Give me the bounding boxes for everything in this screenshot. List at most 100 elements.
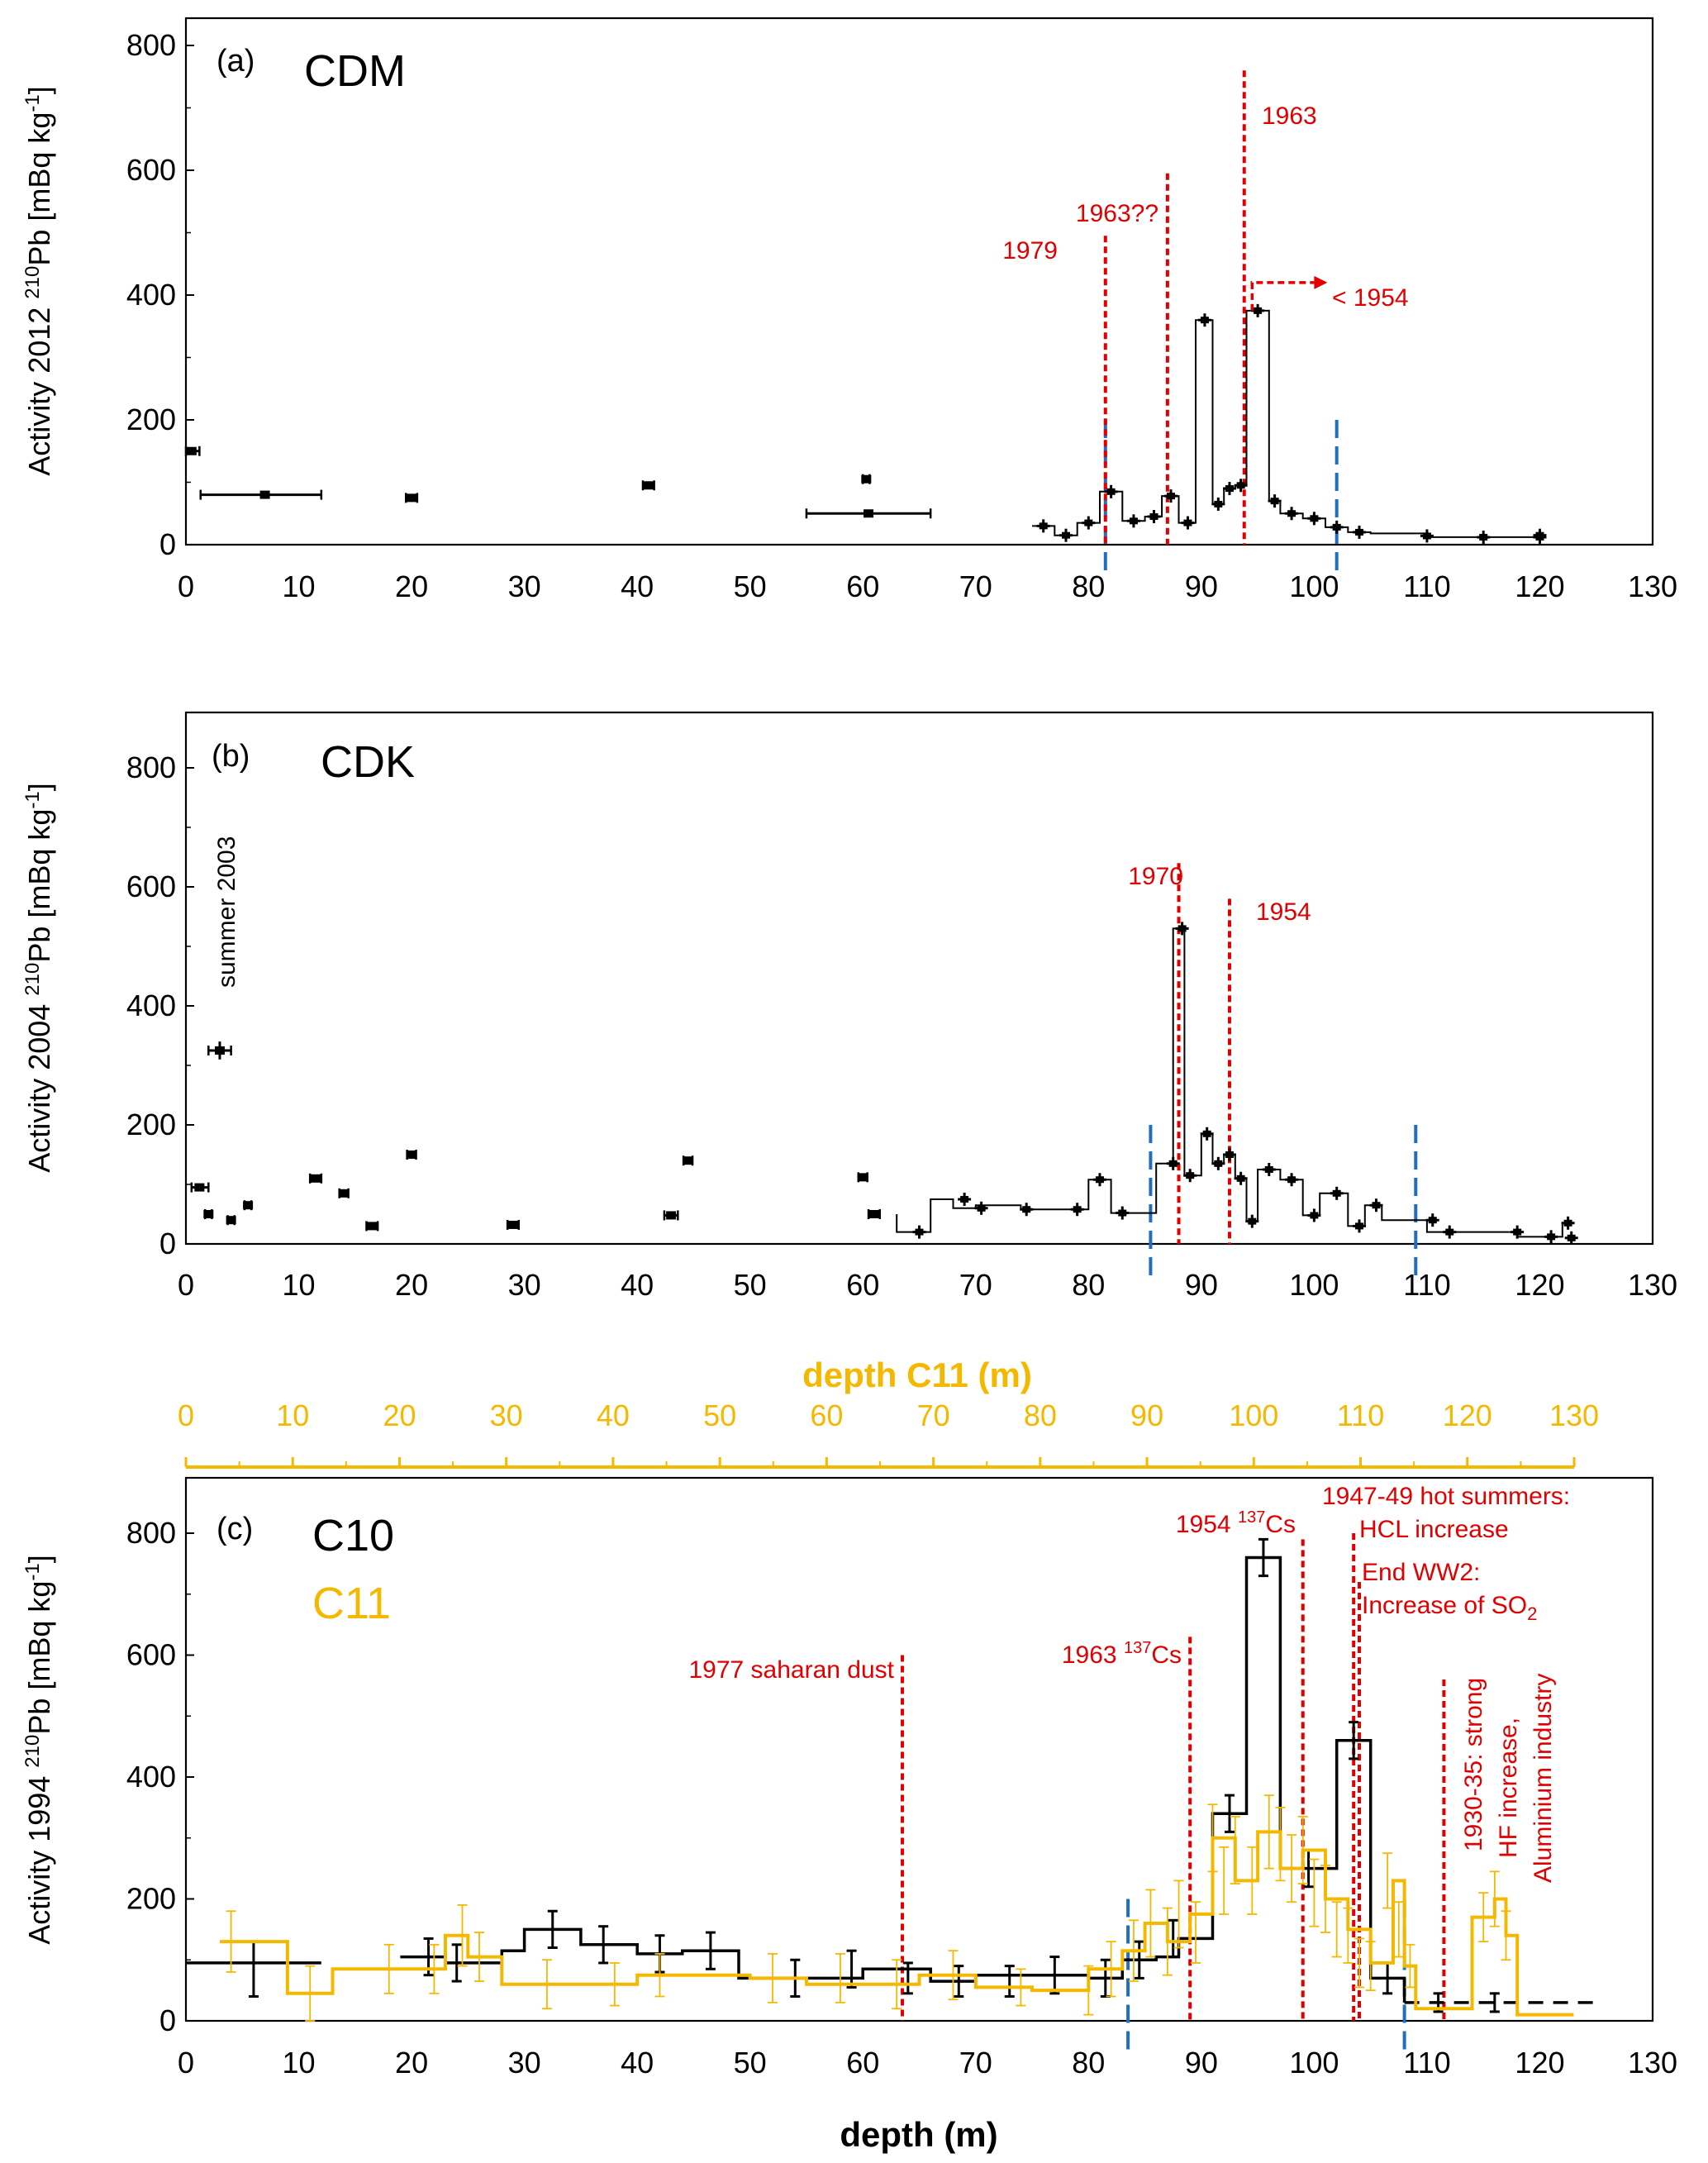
data-point: [1547, 1233, 1556, 1241]
panel-c-x-axis-title: depth (m): [840, 2115, 997, 2154]
data-point: [1225, 1151, 1234, 1158]
y-tick-label: 800: [126, 1516, 176, 1550]
top-x-tick-label: 50: [703, 1398, 736, 1432]
panel-a: 0 200 400 600 800 0 10 20 30 40 50 60 70 80 90 100 110 1…: [21, 17, 1677, 603]
top-x-tick-label: 10: [276, 1398, 309, 1432]
panel-c-annotation-end-ww2-line1: End WW2:: [1362, 1559, 1480, 1586]
top-x-tick-label: 80: [1024, 1398, 1057, 1432]
x-tick-label: 20: [395, 569, 428, 603]
x-tick-label: 120: [1515, 1268, 1564, 1302]
panel-c-x-ticks: 0 10 20 30 40 50 60 70 80 90 100 110 120 130: [178, 2046, 1677, 2080]
x-tick-label: 120: [1515, 2046, 1564, 2080]
x-tick-label: 70: [959, 2046, 992, 2080]
panel-b-x-ticks: 0 10 20 30 40 50 60 70 80 90 100 110 120 130: [178, 1268, 1677, 1302]
data-point: [1214, 500, 1223, 507]
data-point: [1287, 510, 1296, 517]
y-tick-label: 800: [126, 750, 176, 784]
data-point: [186, 446, 197, 455]
x-tick-label: 10: [283, 569, 316, 603]
panel-a-frame: [184, 17, 1654, 546]
panel-c-annotation-saharan-dust: 1977 saharan dust: [688, 1656, 894, 1684]
data-point: [407, 1151, 417, 1159]
x-tick-label: 100: [1289, 1268, 1339, 1302]
x-tick-label: 90: [1185, 569, 1218, 603]
x-tick-label: 0: [178, 1268, 194, 1302]
top-x-tick-label: 30: [490, 1398, 523, 1432]
data-point: [1214, 1160, 1223, 1167]
panel-a-plot: [184, 70, 1547, 576]
legend-c11: C11: [312, 1579, 391, 1628]
x-tick-label: 70: [959, 1268, 992, 1302]
data-point: [666, 1211, 677, 1220]
data-point: [1118, 1209, 1127, 1217]
panel-c-annotation-hot-summers-line2: HCL increase: [1359, 1516, 1509, 1543]
arrow-line: [1250, 281, 1315, 311]
data-point: [1270, 498, 1279, 505]
data-point: [1022, 1206, 1031, 1213]
data-point: [1200, 317, 1209, 324]
data-point: [1513, 1228, 1522, 1236]
x-tick-label: 30: [508, 1268, 541, 1302]
panel-c-annotation-end-ww2-line2: Increase of SO2: [1362, 1592, 1537, 1624]
data-point: [1254, 307, 1263, 314]
x-tick-label: 110: [1403, 1268, 1450, 1302]
data-point: [1310, 515, 1319, 522]
y-tick-label: 0: [159, 1227, 176, 1260]
panel-c-top-x-ticks: 0 10 20 30 40 50 60 70 80 90 100 110 120 130: [178, 1398, 1599, 1469]
data-point: [1563, 1219, 1572, 1227]
data-point: [203, 1210, 214, 1218]
panel-b: 0 200 400 600 800 0 10 20 30 40 50 60 70 80 90 100 110 1…: [21, 711, 1677, 1302]
data-point: [507, 1220, 518, 1229]
x-tick-label: 50: [734, 2046, 767, 2080]
data-point: [858, 1173, 868, 1182]
x-tick-label: 130: [1628, 2046, 1677, 2080]
x-tick-label: 10: [283, 2046, 316, 2080]
x-tick-label: 0: [178, 569, 194, 603]
data-point: [214, 1046, 225, 1055]
data-point: [1332, 523, 1341, 531]
x-tick-label: 20: [395, 2046, 428, 2080]
y-tick-label: 600: [126, 1638, 176, 1672]
x-tick-label: 80: [1072, 569, 1105, 603]
data-point: [960, 1196, 969, 1203]
data-point: [1168, 1160, 1178, 1167]
data-point: [1095, 1176, 1104, 1184]
panel-a-core-name: CDM: [304, 46, 406, 96]
data-point: [367, 1222, 378, 1231]
data-point: [1129, 517, 1138, 525]
data-point: [1479, 533, 1488, 541]
x-tick-label: 130: [1628, 569, 1677, 603]
data-point: [1372, 1202, 1381, 1209]
x-tick-label: 110: [1403, 2046, 1450, 2080]
data-point: [226, 1216, 236, 1225]
panel-c-annotation-1954-cs: 1954 137Cs: [1176, 1508, 1296, 1538]
panel-c-frame: [184, 1476, 1654, 2022]
top-x-tick-label: 20: [383, 1398, 416, 1432]
data-point: [1248, 1217, 1257, 1225]
data-point: [1225, 485, 1234, 493]
panel-b-y-ticks: 0 200 400 600 800: [126, 750, 194, 1260]
panel-a-annotation-before-1954: < 1954: [1332, 284, 1409, 312]
x-tick-label: 60: [846, 569, 879, 603]
x-tick-label: 130: [1628, 1268, 1677, 1302]
top-x-tick-label: 40: [597, 1398, 630, 1432]
data-point: [1310, 1212, 1319, 1219]
data-point: [1202, 1130, 1211, 1137]
panel-a-label: (a): [216, 44, 255, 79]
data-point: [1236, 1174, 1245, 1182]
data-point: [1166, 493, 1175, 500]
y-tick-label: 200: [126, 403, 176, 436]
panel-b-annotation-summer-2003: summer 2003: [213, 836, 240, 988]
data-point: [407, 493, 417, 503]
panel-a-y-ticks: 0 200 400 600 800: [126, 28, 194, 561]
data-point: [868, 1210, 879, 1218]
data-point: [339, 1189, 350, 1198]
panel-a-annotation-1979: 1979: [1002, 237, 1058, 264]
data-point: [1178, 925, 1187, 932]
data-point: [1183, 519, 1192, 526]
panel-c-annotation-hf-line3: Aluminium industry: [1530, 1674, 1557, 1883]
panel-b-y-axis-label: Activity 2004 210Pb [mBq kg-1]: [21, 783, 56, 1173]
panel-c-top-x-axis-title: depth C11 (m): [802, 1355, 1032, 1394]
panel-c-plot: [186, 1533, 1596, 2052]
data-point: [1073, 1206, 1082, 1213]
